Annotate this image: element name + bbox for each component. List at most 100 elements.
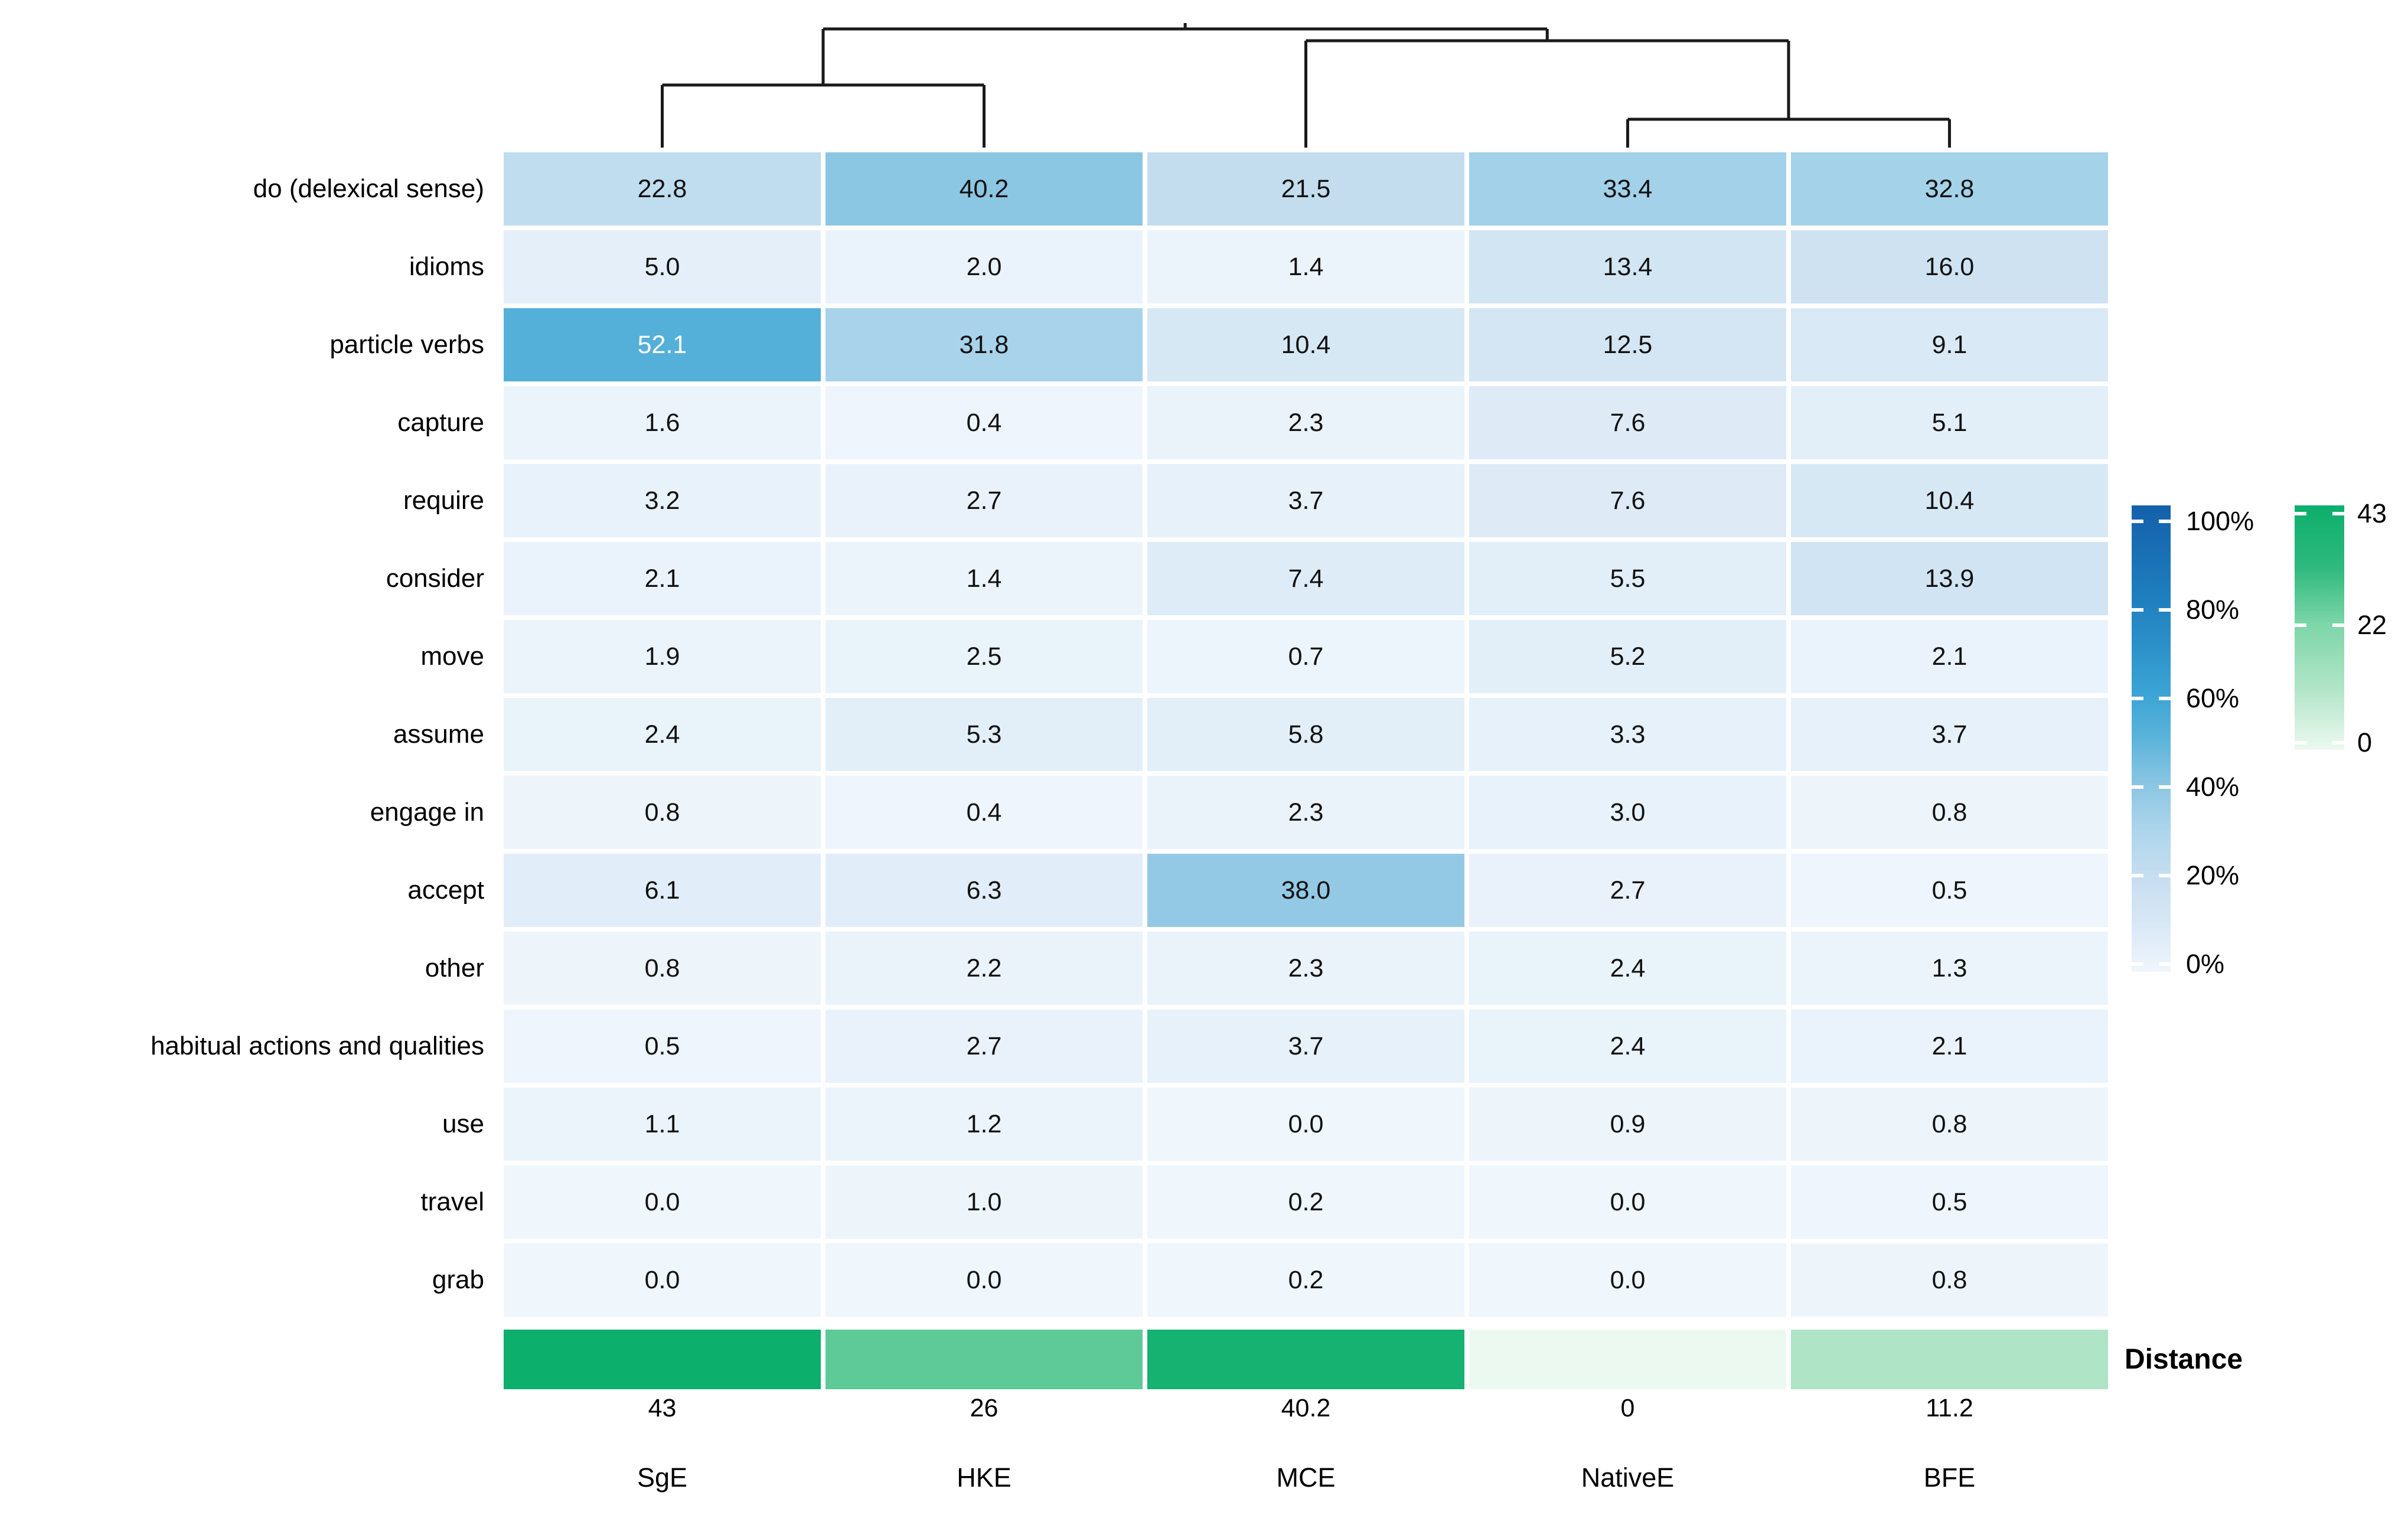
heatmap-cell: 0.0 xyxy=(504,1165,821,1239)
row-label: consider xyxy=(386,564,484,593)
heatmap-cell: 5.1 xyxy=(1791,386,2108,459)
heatmap-cell: 7.6 xyxy=(1469,464,1786,537)
heatmap-cell: 2.3 xyxy=(1147,932,1464,1005)
legend-tick xyxy=(2159,962,2171,966)
heatmap-cell: 21.5 xyxy=(1147,152,1464,226)
heatmap-cell: 3.7 xyxy=(1791,698,2108,771)
legend-tick xyxy=(2132,697,2143,700)
distance-value: 43 xyxy=(648,1393,677,1422)
legend-tick-label: 0 xyxy=(2357,727,2373,758)
heatmap-cell: 2.7 xyxy=(825,1010,1143,1083)
distance-value: 0 xyxy=(1620,1393,1635,1422)
heatmap-cell: 0.8 xyxy=(504,776,821,849)
heatmap-cell: 33.4 xyxy=(1469,152,1786,226)
distance-value: 11.2 xyxy=(1926,1393,1973,1422)
distance-cell xyxy=(1147,1330,1464,1389)
row-label: habitual actions and qualities xyxy=(150,1031,484,1060)
column-label: SgE xyxy=(637,1462,688,1493)
heatmap-cell: 0.8 xyxy=(504,932,821,1005)
heatmap-cell: 52.1 xyxy=(504,308,821,381)
column-label: BFE xyxy=(1923,1462,1976,1493)
legend-tick-label: 60% xyxy=(2186,683,2240,713)
heatmap-cell: 22.8 xyxy=(504,152,821,226)
distance-row xyxy=(504,1330,2108,1389)
column-label: HKE xyxy=(957,1462,1012,1493)
legend-tick xyxy=(2132,874,2143,877)
distance-value: 40.2 xyxy=(1281,1393,1331,1422)
row-label: move xyxy=(420,642,484,671)
heatmap-cell: 0.8 xyxy=(1791,1243,2108,1317)
heatmap-cell: 0.5 xyxy=(1791,854,2108,927)
heatmap-cell: 2.4 xyxy=(1469,932,1786,1005)
heatmap-cell: 1.1 xyxy=(504,1088,821,1161)
legend-tick xyxy=(2132,608,2143,612)
legend-tick xyxy=(2159,785,2171,789)
heatmap-cell: 1.2 xyxy=(825,1088,1143,1161)
legend-tick xyxy=(2159,697,2171,700)
legend-tick xyxy=(2295,741,2306,745)
legend-tick-label: 43 xyxy=(2357,498,2387,528)
legend-tick xyxy=(2159,520,2171,523)
legend-tick xyxy=(2132,520,2143,523)
distance-value: 26 xyxy=(970,1393,999,1422)
row-label: assume xyxy=(393,720,484,749)
heatmap-cell: 13.4 xyxy=(1469,230,1786,303)
row-label: travel xyxy=(420,1187,484,1216)
heatmap-cell: 5.0 xyxy=(504,230,821,303)
heatmap-cell: 2.4 xyxy=(1469,1010,1786,1083)
heatmap-cell: 0.8 xyxy=(1791,776,2108,849)
legend-tick xyxy=(2159,874,2171,877)
heatmap-cell: 10.4 xyxy=(1791,464,2108,537)
heatmap-cell: 32.8 xyxy=(1791,152,2108,226)
legend-tick xyxy=(2159,608,2171,612)
heatmap-cell: 0.4 xyxy=(825,386,1143,459)
heatmap-cell: 0.7 xyxy=(1147,620,1464,693)
row-label: do (delexical sense) xyxy=(253,174,484,203)
heatmap-cell: 3.2 xyxy=(504,464,821,537)
heatmap-cell: 0.2 xyxy=(1147,1165,1464,1239)
column-label: MCE xyxy=(1276,1462,1336,1493)
legend-tick-label: 100% xyxy=(2186,506,2254,536)
legend-tick-label: 0% xyxy=(2186,949,2225,979)
row-label: other xyxy=(425,954,484,982)
heatmap-cell: 0.4 xyxy=(825,776,1143,849)
row-label: use xyxy=(442,1109,484,1138)
dendrogram xyxy=(661,23,1951,148)
heatmap-cell: 7.4 xyxy=(1147,542,1464,615)
heatmap-cell: 10.4 xyxy=(1147,308,1464,381)
heatmap-cell: 1.6 xyxy=(504,386,821,459)
heatmap-cell: 9.1 xyxy=(1791,308,2108,381)
legend-tick-label: 80% xyxy=(2186,595,2240,625)
heatmap-cell: 31.8 xyxy=(825,308,1143,381)
heatmap-cell: 13.9 xyxy=(1791,542,2108,615)
legend-tick xyxy=(2132,962,2143,966)
heatmap-cell: 2.2 xyxy=(825,932,1143,1005)
distance-cell xyxy=(1469,1330,1786,1389)
legend-tick xyxy=(2295,512,2306,515)
heatmap-cell: 1.0 xyxy=(825,1165,1143,1239)
heatmap-cell: 1.4 xyxy=(825,542,1143,615)
heatmap-cell: 0.0 xyxy=(1469,1165,1786,1239)
heatmap-cell: 5.2 xyxy=(1469,620,1786,693)
heatmap-cell: 5.5 xyxy=(1469,542,1786,615)
heatmap-cell: 0.0 xyxy=(1469,1243,1786,1317)
heatmap-cell: 2.5 xyxy=(825,620,1143,693)
legend-tick-label: 20% xyxy=(2186,860,2240,890)
legend-tick-label: 40% xyxy=(2186,772,2240,802)
heatmap-cell: 0.5 xyxy=(504,1010,821,1083)
heatmap-cell: 40.2 xyxy=(825,152,1143,226)
heatmap-cell: 0.9 xyxy=(1469,1088,1786,1161)
distance-cell xyxy=(504,1330,821,1389)
distance-row-title: Distance xyxy=(2125,1344,2243,1375)
heatmap-cell: 6.3 xyxy=(825,854,1143,927)
legend-tick xyxy=(2295,623,2306,628)
heatmap-cell: 2.3 xyxy=(1147,776,1464,849)
heatmap-cell: 3.7 xyxy=(1147,464,1464,537)
row-label: engage in xyxy=(370,798,484,827)
heatmap-cell: 3.7 xyxy=(1147,1010,1464,1083)
heatmap-cell: 5.8 xyxy=(1147,698,1464,771)
heatmap-grid: 22.8 40.2 21.5 33.4 32.8 5.0 2.0 1.4 13.4 16.0 52.… xyxy=(504,152,2108,1317)
heatmap-cell: 2.3 xyxy=(1147,386,1464,459)
heatmap-cell: 7.6 xyxy=(1469,386,1786,459)
